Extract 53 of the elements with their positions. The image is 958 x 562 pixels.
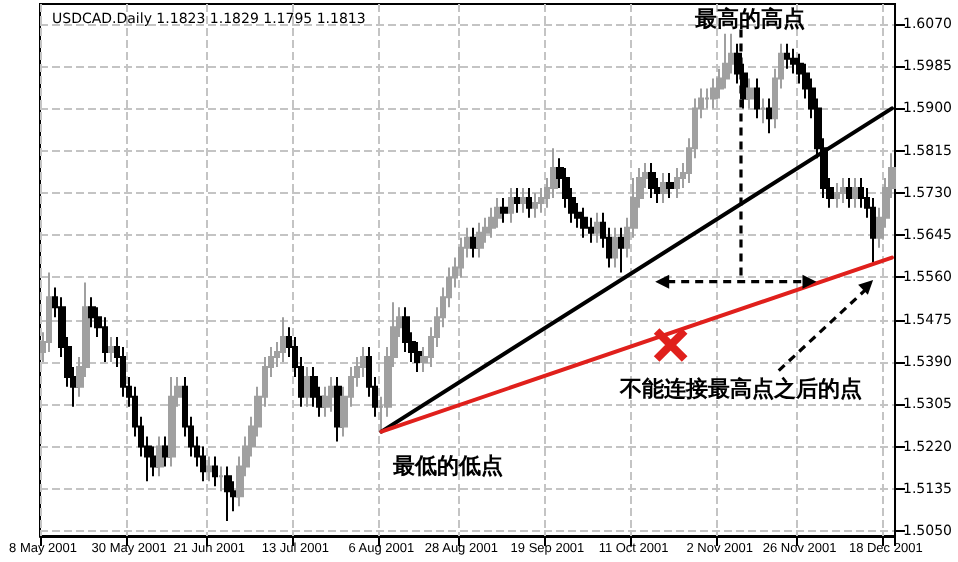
candlestick bbox=[580, 206, 588, 239]
annotation: 最高的高点 bbox=[693, 5, 806, 32]
annotation: 最低的低点 bbox=[390, 452, 503, 479]
candlestick bbox=[156, 435, 164, 478]
candlestick bbox=[710, 77, 718, 110]
candlestick bbox=[538, 186, 544, 214]
candlestick bbox=[746, 77, 754, 110]
candlestick bbox=[212, 455, 218, 488]
candlestick bbox=[508, 186, 514, 224]
candlestick bbox=[594, 211, 600, 244]
candlestick bbox=[402, 306, 410, 354]
candlestick bbox=[470, 226, 478, 259]
candlestick bbox=[206, 455, 212, 483]
candlestick bbox=[846, 177, 852, 209]
candlestick bbox=[488, 206, 496, 239]
candlestick bbox=[88, 296, 96, 329]
candlestick bbox=[218, 465, 224, 493]
candlestick bbox=[618, 226, 624, 274]
candlestick bbox=[150, 445, 158, 478]
candlestick bbox=[514, 186, 520, 214]
candlestick bbox=[722, 32, 730, 90]
candlestick bbox=[612, 226, 618, 269]
candlestick bbox=[162, 435, 170, 468]
candlestick bbox=[870, 196, 876, 264]
candlestick bbox=[46, 271, 52, 354]
candlestick bbox=[784, 42, 790, 70]
candlestick bbox=[588, 216, 594, 244]
candlestick bbox=[224, 465, 232, 523]
candlestick bbox=[754, 77, 760, 120]
candlestick bbox=[328, 375, 336, 413]
candlestick bbox=[500, 196, 508, 224]
candlestick bbox=[520, 186, 526, 214]
candlestick bbox=[334, 375, 342, 443]
candlestick bbox=[168, 375, 176, 468]
candlestick bbox=[322, 385, 330, 418]
candlestick bbox=[648, 162, 656, 199]
candlestick bbox=[108, 336, 114, 363]
candlestick bbox=[532, 191, 538, 219]
candlestick bbox=[458, 236, 464, 279]
candlestick bbox=[200, 445, 206, 483]
candlestick bbox=[280, 316, 286, 363]
candlestick bbox=[840, 177, 846, 204]
candlestick bbox=[476, 221, 484, 259]
candlestick bbox=[660, 172, 668, 204]
annotation: 不能连接最高点之后的点 bbox=[617, 375, 862, 402]
candlestick bbox=[666, 172, 674, 199]
candlestick bbox=[674, 167, 680, 199]
candlestick bbox=[852, 177, 858, 209]
candlestick bbox=[760, 97, 766, 125]
candlestick bbox=[766, 97, 772, 135]
candlestick bbox=[704, 87, 710, 110]
candlestick bbox=[834, 181, 840, 209]
candlestick bbox=[526, 186, 532, 219]
